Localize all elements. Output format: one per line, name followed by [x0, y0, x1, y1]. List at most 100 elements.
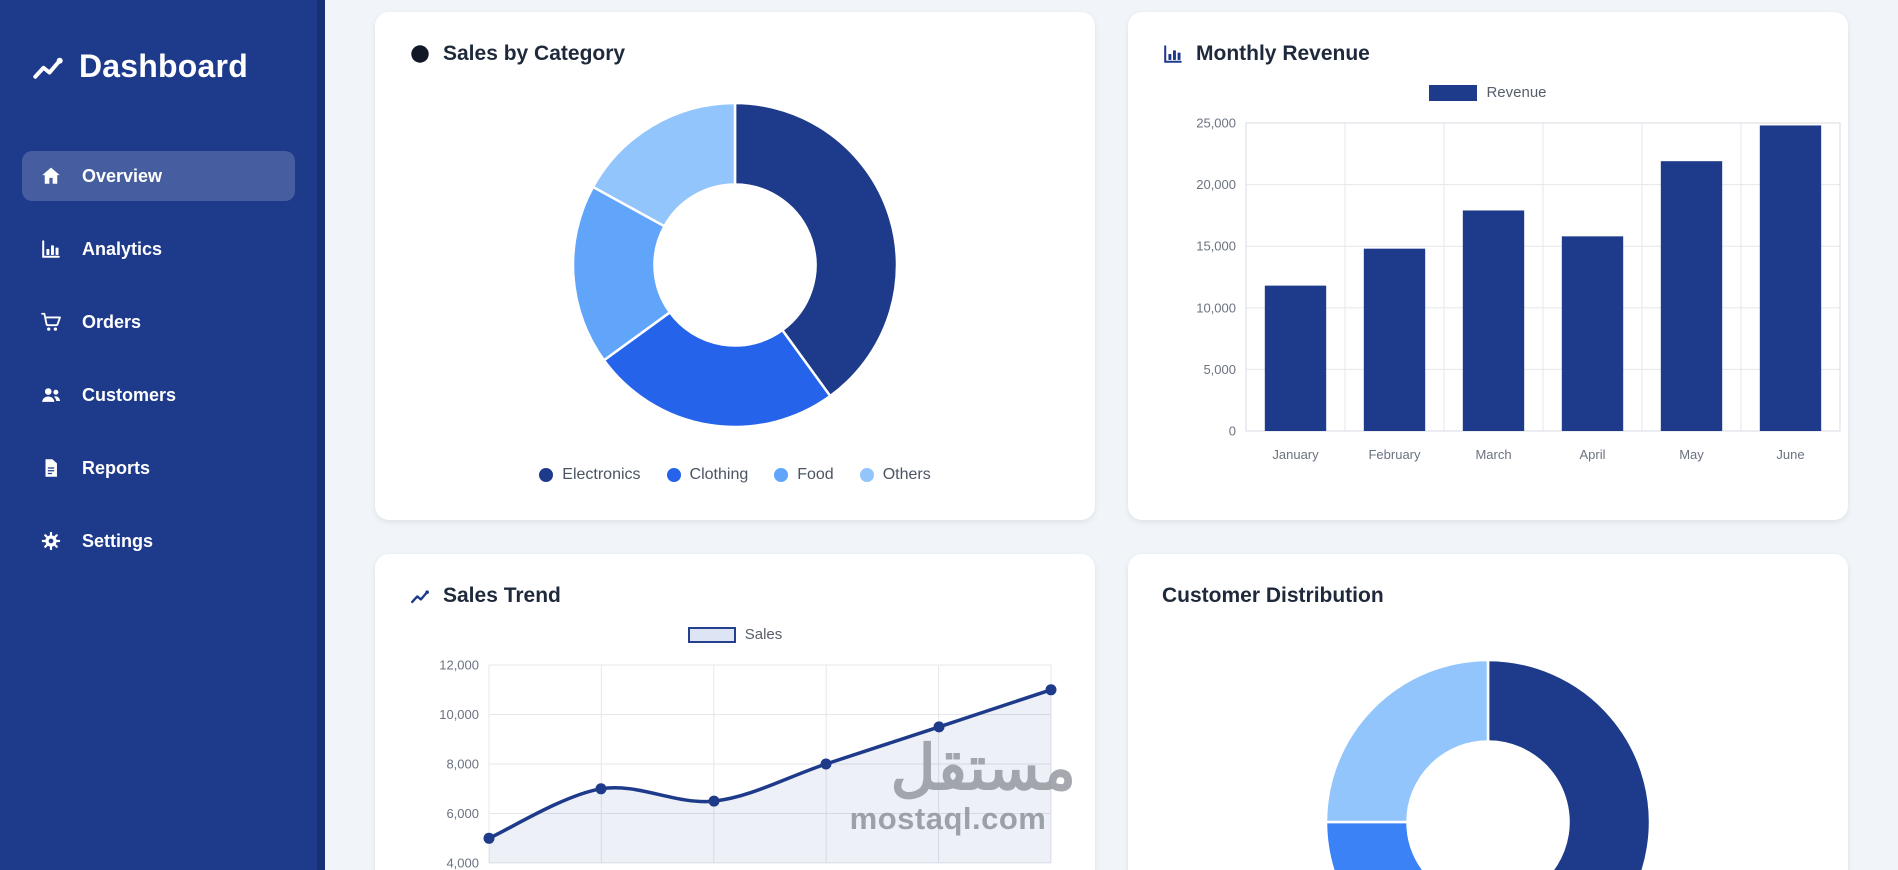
legend-item-others[interactable]: Others	[859, 466, 931, 484]
file-icon	[40, 457, 62, 479]
legend-color-swatch	[1429, 84, 1478, 101]
sidebar-item-label: Analytics	[82, 238, 163, 259]
sales-trend-chart[interactable]: 4,000 6,000 8,000 10,000 12,000	[409, 659, 1069, 870]
svg-text:6,000: 6,000	[446, 806, 479, 821]
card-title-row: Sales by Category	[409, 42, 1061, 66]
data-point[interactable]	[820, 758, 832, 770]
bar-chart-icon	[1162, 43, 1184, 65]
sidebar-item-label: Customers	[82, 384, 177, 405]
sidebar-item-customers[interactable]: Customers	[22, 370, 295, 420]
donut-segment[interactable]	[1324, 820, 1463, 870]
card-title-row: Sales Trend	[409, 584, 1061, 608]
monthly-revenue-chart[interactable]: 0 5,000 10,000 15,000 20,000 25,000 January Feb…	[1162, 117, 1852, 469]
svg-text:15,000: 15,000	[1196, 239, 1236, 254]
users-icon	[40, 384, 62, 406]
bar[interactable]	[1264, 285, 1327, 431]
legend-color-swatch	[687, 626, 736, 643]
legend-item-clothing[interactable]: Clothing	[666, 466, 749, 484]
sidebar-item-settings[interactable]: Settings	[22, 516, 295, 566]
svg-text:April: April	[1579, 447, 1605, 462]
donut-segment[interactable]	[733, 101, 899, 398]
donut-segment[interactable]	[602, 311, 832, 429]
svg-text:January: January	[1272, 447, 1319, 462]
svg-text:March: March	[1475, 447, 1511, 462]
data-point[interactable]	[933, 721, 945, 733]
bar[interactable]	[1462, 210, 1525, 431]
sidebar-item-reports[interactable]: Reports	[22, 443, 295, 493]
legend-label: Clothing	[689, 466, 749, 483]
sidebar-item-orders[interactable]: Orders	[22, 297, 295, 347]
pie-icon	[409, 43, 431, 65]
app-logo: Dashboard	[0, 0, 317, 85]
legend-label: Sales	[744, 626, 783, 643]
home-icon	[40, 165, 62, 187]
legend-item-electronics[interactable]: Electronics	[539, 466, 641, 484]
legend-color-dot	[774, 468, 789, 482]
bar[interactable]	[1363, 248, 1426, 431]
card-monthly-revenue: Monthly Revenue Revenue 0 5,000 10,000 15,0…	[1128, 12, 1848, 520]
data-point[interactable]	[595, 783, 607, 795]
line-chart-icon	[409, 585, 431, 607]
bar[interactable]	[1759, 125, 1822, 432]
card-title: Customer Distribution	[1162, 584, 1384, 607]
legend-color-dot	[539, 468, 554, 482]
legend-color-dot	[859, 468, 874, 482]
card-title: Monthly Revenue	[1196, 42, 1370, 65]
legend-color-dot	[666, 468, 681, 482]
donut-segment[interactable]	[1324, 658, 1490, 824]
cards-grid: Sales by Category Electronics Clothing Foo…	[375, 12, 1898, 870]
svg-text:4,000: 4,000	[446, 856, 479, 870]
monthly-revenue-legend: Revenue	[1162, 84, 1814, 101]
legend-item-revenue[interactable]: Revenue	[1429, 84, 1547, 101]
data-point[interactable]	[483, 832, 495, 844]
donut-wrap	[409, 70, 1061, 460]
legend-label: Electronics	[562, 466, 641, 483]
customer-distribution-chart[interactable]	[1323, 657, 1653, 870]
svg-text:20,000: 20,000	[1196, 177, 1236, 192]
svg-text:25,000: 25,000	[1196, 117, 1236, 131]
data-point[interactable]	[708, 795, 720, 807]
card-title-row: Monthly Revenue	[1162, 42, 1814, 66]
card-title: Sales by Category	[443, 42, 626, 65]
sales-by-category-legend: Electronics Clothing Food Others	[409, 466, 1061, 490]
cart-icon	[40, 311, 62, 333]
svg-text:5,000: 5,000	[1203, 362, 1236, 377]
sidebar-item-overview[interactable]: Overview	[22, 151, 295, 201]
data-point[interactable]	[1045, 684, 1057, 696]
main-content: Sales by Category Electronics Clothing Foo…	[333, 0, 1898, 870]
gear-icon	[40, 530, 62, 552]
svg-text:May: May	[1679, 447, 1704, 462]
sales-by-category-chart[interactable]	[570, 100, 900, 430]
bar-chart-icon	[40, 238, 62, 260]
donut-segment[interactable]	[591, 101, 737, 228]
sidebar-nav: Overview Analytics Orders Customers Reports S…	[0, 151, 317, 566]
sidebar-item-analytics[interactable]: Analytics	[22, 224, 295, 274]
legend-item-sales[interactable]: Sales	[687, 626, 783, 643]
card-title: Sales Trend	[443, 584, 561, 607]
bar[interactable]	[1660, 161, 1723, 431]
svg-text:0: 0	[1229, 424, 1236, 439]
legend-label: Food	[797, 466, 834, 483]
donut-segment[interactable]	[1438, 658, 1652, 870]
sidebar-item-label: Settings	[82, 530, 154, 551]
donut-segment[interactable]	[571, 185, 672, 362]
donut-wrap	[1162, 612, 1814, 870]
sidebar-item-label: Overview	[82, 165, 163, 186]
svg-text:8,000: 8,000	[446, 757, 479, 772]
sidebar-item-label: Reports	[82, 457, 151, 478]
card-title-row: Customer Distribution	[1162, 584, 1814, 608]
legend-label: Others	[882, 466, 931, 483]
card-sales-trend: Sales Trend Sales 4,000 6,000 8,000 10,000 1…	[375, 554, 1095, 870]
card-customer-distribution: Customer Distribution	[1128, 554, 1848, 870]
line-chart-icon	[30, 49, 66, 85]
svg-text:June: June	[1776, 447, 1804, 462]
sales-trend-legend: Sales	[409, 626, 1061, 643]
svg-text:February: February	[1368, 447, 1421, 462]
sidebar-item-label: Orders	[82, 311, 142, 332]
sidebar: Dashboard Overview Analytics Orders Custome…	[0, 0, 325, 870]
bar[interactable]	[1561, 236, 1624, 431]
svg-text:12,000: 12,000	[439, 659, 479, 673]
legend-item-food[interactable]: Food	[774, 466, 834, 484]
svg-text:10,000: 10,000	[439, 707, 479, 722]
svg-text:10,000: 10,000	[1196, 300, 1236, 315]
